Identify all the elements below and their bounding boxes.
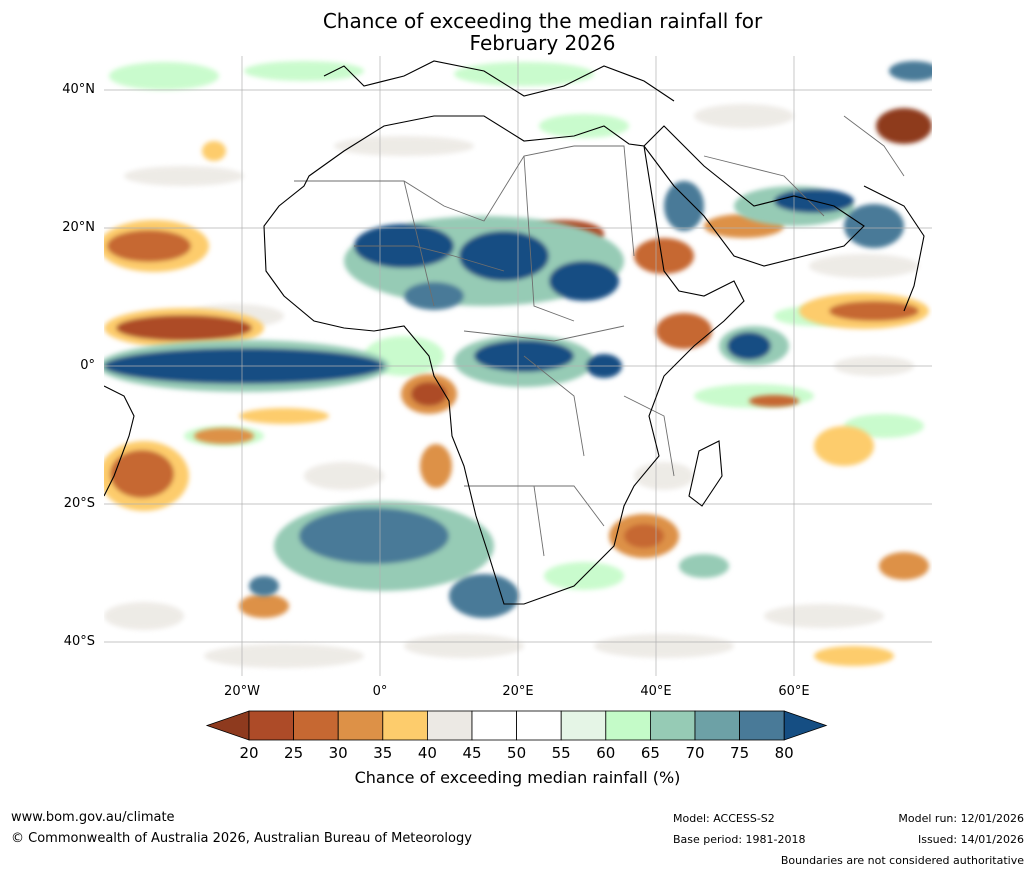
- arabia-coastline: [643, 125, 865, 267]
- colorbar-segment: [649, 710, 696, 741]
- colorbar-tick-label: 55: [551, 744, 571, 762]
- colorbar-segment: [248, 710, 294, 741]
- colorbar-tick-label: 35: [373, 744, 393, 762]
- colorbar-segment: [471, 710, 517, 741]
- colorbar-extend-high: [783, 710, 828, 741]
- colorbar-tick-label: 60: [596, 744, 616, 762]
- colorbar-segment: [293, 710, 339, 741]
- lat-label-40s: 40°S: [63, 634, 95, 649]
- south-america-coastline: [104, 385, 135, 497]
- map-title: Chance of exceeding the median rainfall …: [0, 10, 1035, 54]
- india-coastline: [863, 185, 925, 312]
- lon-label-0: 0°: [372, 684, 388, 699]
- colorbar-segment: [694, 710, 740, 741]
- issued-date: Issued: 14/01/2026: [917, 833, 1024, 846]
- colorbar-segment: [605, 710, 651, 741]
- lat-label-40n: 40°N: [62, 82, 95, 97]
- copyright-notice: © Commonwealth of Australia 2026, Austra…: [11, 831, 472, 846]
- colorbar-segment: [516, 710, 562, 741]
- europe-coastline: [323, 60, 675, 102]
- colorbar-segment: [739, 710, 785, 741]
- lon-label-60e: 60°E: [778, 684, 810, 699]
- boundaries-disclaimer: Boundaries are not considered authoritat…: [780, 854, 1024, 867]
- colorbar-label: Chance of exceeding median rainfall (%): [354, 768, 681, 787]
- colorbar-tick-label: 30: [328, 744, 348, 762]
- colorbar-tick-label: 40: [417, 744, 437, 762]
- wet-anomalies: [104, 61, 932, 618]
- website-link[interactable]: www.bom.gov.au/climate: [11, 810, 175, 825]
- colorbar-segment: [560, 710, 607, 741]
- coastlines: [104, 60, 925, 605]
- colorbar-tick-label: 20: [239, 744, 259, 762]
- africa-coastline: [263, 115, 745, 605]
- lat-label-20s: 20°S: [63, 496, 95, 511]
- title-line-1: Chance of exceeding the median rainfall …: [322, 9, 763, 33]
- madagascar-coastline: [688, 440, 723, 507]
- colorbar-tick-label: 25: [284, 744, 304, 762]
- colorbar-extend-low: [205, 710, 250, 741]
- base-period: Base period: 1981-2018: [673, 833, 806, 846]
- title-line-2: February 2026: [469, 31, 616, 55]
- colorbar-segment: [382, 710, 428, 741]
- country-borders: [294, 115, 905, 557]
- model-run-date: Model run: 12/01/2026: [898, 812, 1024, 825]
- colorbar-tick-label: 45: [462, 744, 482, 762]
- graticule: [104, 56, 932, 676]
- colorbar-tick-label: 75: [730, 744, 750, 762]
- colorbar-tick-label: 70: [685, 744, 705, 762]
- rainfall-probability-map: [104, 56, 932, 676]
- lat-label-20n: 20°N: [62, 220, 95, 235]
- colorbar-tick-label: 50: [507, 744, 527, 762]
- colorbar-segment: [426, 710, 473, 741]
- model-name: Model: ACCESS-S2: [673, 812, 775, 825]
- lon-label-20e: 20°E: [502, 684, 534, 699]
- lon-label-40e: 40°E: [640, 684, 672, 699]
- colorbar: [205, 710, 828, 741]
- lon-label-20w: 20°W: [224, 684, 260, 699]
- colorbar-segment: [337, 710, 384, 741]
- colorbar-tick-label: 80: [774, 744, 794, 762]
- colorbar-tick-label: 65: [640, 744, 660, 762]
- lat-label-0: 0°: [80, 358, 95, 373]
